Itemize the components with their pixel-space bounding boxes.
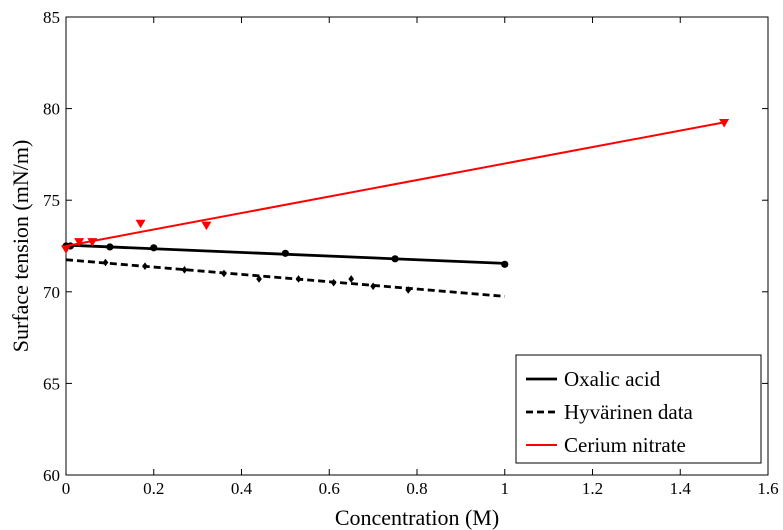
series-cerium-nitrate [61,119,730,254]
data-point-oxalic-acid [106,243,114,251]
x-tick-label: 0.8 [406,479,427,498]
data-point-cerium-nitrate [74,238,85,247]
data-point-hyv-rinen-data [348,275,355,283]
data-point-cerium-nitrate [61,245,71,254]
legend-entries: Oxalic acid Hyvärinen data Cerium nitrate [526,367,694,457]
data-point-hyv-rinen-data [102,258,109,267]
x-tick-label: 1.6 [757,479,778,498]
series-line-hyv-rinen-data [65,258,505,298]
data-point-hyv-rinen-data [330,278,337,287]
legend-label: Hyvärinen data [564,400,694,424]
data-point-hyv-rinen-data [142,262,148,270]
data-point-cerium-nitrate [87,238,98,247]
data-point-hyv-rinen-data [295,275,302,283]
y-tick-label: 85 [43,8,60,27]
data-point-hyv-rinen-data [405,286,412,294]
x-axis-title: Concentration (M) [335,505,499,530]
data-point-oxalic-acid [150,244,158,252]
x-tick-label: 0.4 [231,479,253,498]
data-point-hyv-rinen-data [370,282,376,291]
y-tick-label: 80 [43,100,60,119]
data-point-cerium-nitrate [135,219,146,229]
y-tick-label: 75 [43,191,60,210]
series-oxalic-acid [62,242,509,268]
series-layer [61,119,730,298]
x-tick-label: 0 [62,479,71,498]
data-point-hyv-rinen-data [256,275,262,283]
legend-label: Oxalic acid [564,367,661,391]
x-tick-label: 1.2 [582,479,603,498]
series-hyv-rinen-data [65,258,505,298]
data-point-cerium-nitrate [719,119,730,128]
x-tick-label: 1.4 [670,479,692,498]
ticks-layer: 0 0.2 0.4 0.6 0.8 1 1.2 1.4 1.6 60 65 70 75 80 85 [43,8,779,498]
x-tick-label: 0.2 [143,479,164,498]
data-point-oxalic-acid [281,249,289,257]
x-tick-label: 1 [501,479,510,498]
data-point-cerium-nitrate [201,221,212,231]
x-tick-label: 0.6 [319,479,340,498]
data-point-oxalic-acid [391,255,399,263]
legend: Oxalic acid Hyvärinen data Cerium nitrate [515,354,762,464]
legend-label: Cerium nitrate [564,433,686,457]
data-point-oxalic-acid [501,260,509,268]
series-line-cerium-nitrate [65,121,725,247]
y-tick-label: 60 [43,466,60,485]
data-point-hyv-rinen-data [221,269,227,278]
data-point-hyv-rinen-data [181,266,188,274]
y-tick-label: 65 [43,374,60,393]
y-tick-label: 70 [43,283,60,302]
y-axis-title: Surface tension (mN/m) [8,140,33,353]
